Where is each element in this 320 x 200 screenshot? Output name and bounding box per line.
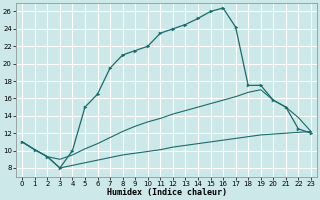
X-axis label: Humidex (Indice chaleur): Humidex (Indice chaleur) xyxy=(107,188,227,197)
